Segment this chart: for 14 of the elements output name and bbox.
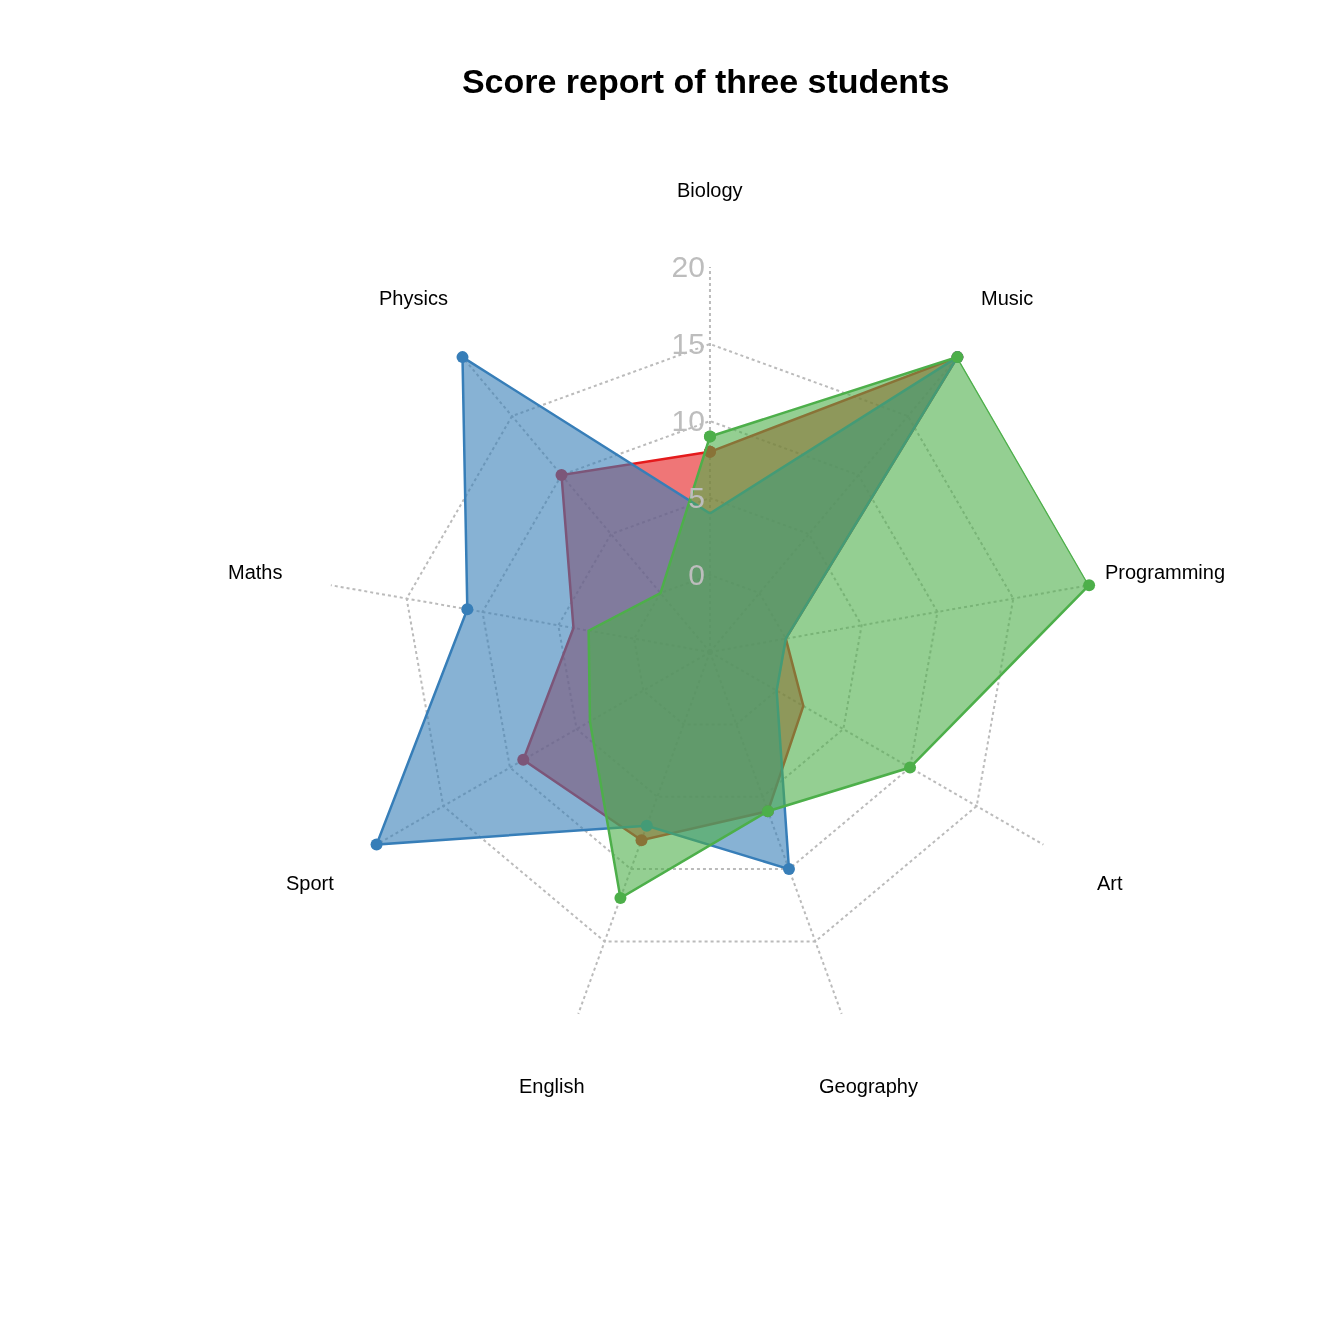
y-tick-label: 0 — [688, 557, 705, 591]
spoke-label: Programming — [1105, 561, 1226, 583]
y-tick-label: 15 — [671, 326, 705, 360]
spoke-label: Sport — [286, 872, 335, 894]
y-tick-label: 20 — [671, 249, 705, 283]
spoke-label: Geography — [819, 1075, 918, 1097]
y-tick-label: 10 — [671, 403, 705, 437]
spoke-label: English — [519, 1075, 585, 1097]
spoke-label: Art — [1097, 872, 1123, 894]
chart-title: Score report of three students — [461, 61, 950, 100]
spoke-label: Music — [981, 287, 1034, 309]
spoke-label: Biology — [677, 179, 743, 201]
spoke-label: Maths — [228, 561, 283, 583]
spoke-label: Physics — [379, 287, 448, 309]
